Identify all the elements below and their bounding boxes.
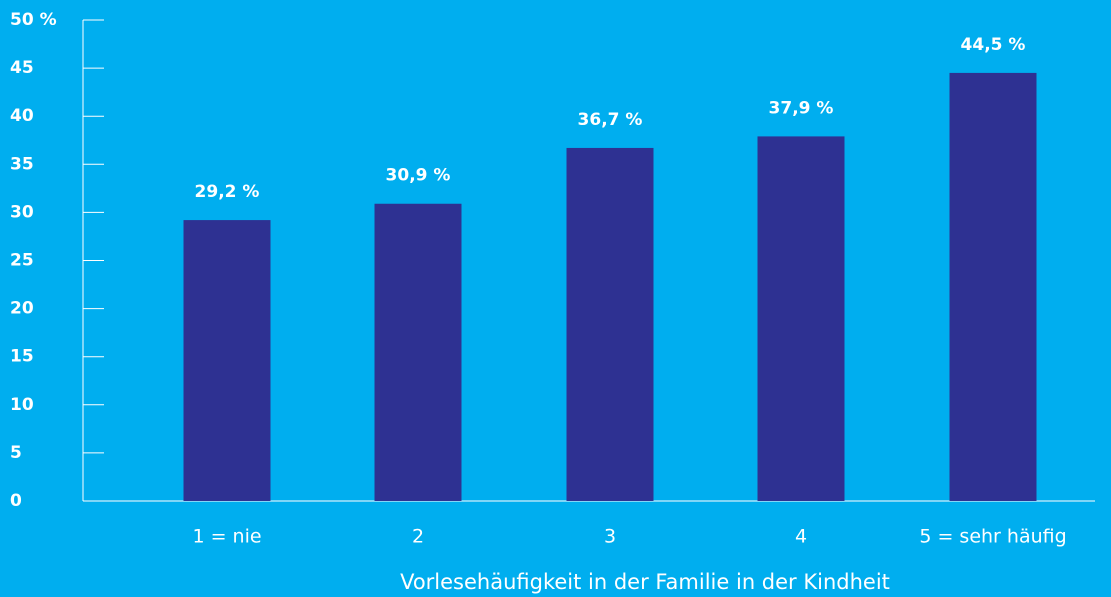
y-tick-label: 30	[10, 202, 34, 222]
y-tick-label: 50 %	[10, 10, 57, 30]
y-tick-label: 0	[10, 491, 22, 511]
bar	[374, 203, 462, 501]
y-tick-label: 45	[10, 58, 34, 78]
bar	[566, 147, 654, 502]
bar	[183, 220, 271, 501]
x-axis-title: Vorlesehäufigkeit in der Familie in der …	[400, 570, 890, 594]
x-tick-label: 5 = sehr häufig	[919, 526, 1066, 548]
value-label: 30,9 %	[386, 166, 451, 186]
x-tick-label: 4	[795, 526, 807, 548]
y-tick-label: 10	[10, 395, 34, 415]
y-tick-label: 20	[10, 299, 34, 319]
value-label: 44,5 %	[961, 35, 1026, 55]
bar	[949, 72, 1037, 501]
y-tick-label: 25	[10, 251, 34, 271]
value-label: 36,7 %	[578, 110, 643, 130]
y-tick-label: 35	[10, 154, 34, 174]
y-tick-label: 40	[10, 106, 34, 126]
y-tick-label: 15	[10, 347, 34, 367]
x-tick-label: 2	[412, 526, 424, 548]
x-tick-label: 3	[604, 526, 616, 548]
y-tick-label: 5	[10, 443, 22, 463]
value-label: 37,9 %	[769, 98, 834, 118]
bar	[757, 136, 845, 502]
value-label: 29,2 %	[195, 182, 260, 202]
x-tick-label: 1 = nie	[192, 526, 261, 548]
